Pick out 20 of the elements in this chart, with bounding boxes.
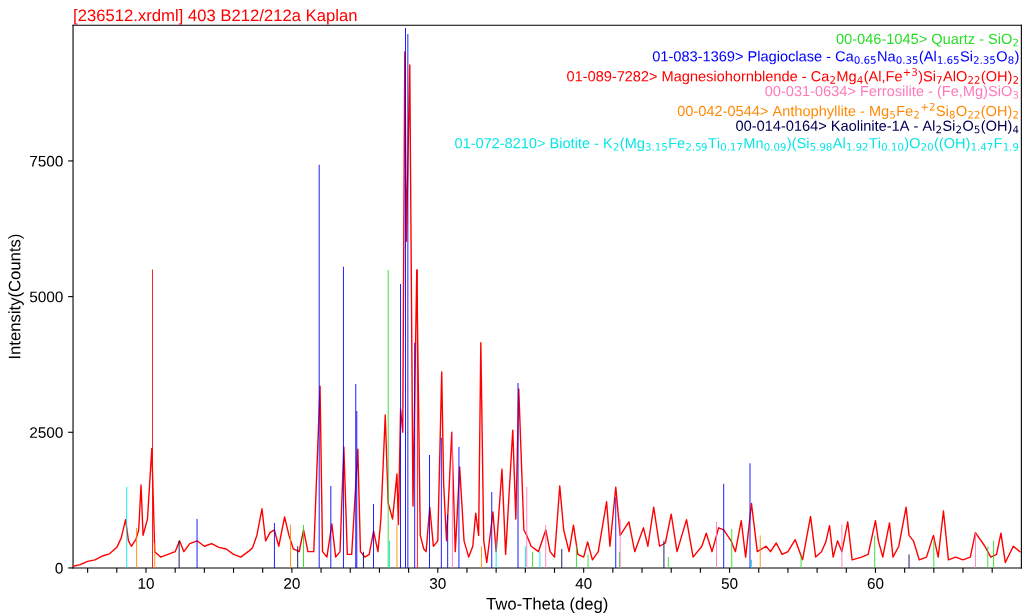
- text: 00-042-0544> Anthophyllite - Mg$_{5}$Fe$_{2}$$^{+2}$Si$_{8}$O$_{22}$(OH)$_{2}$: [677, 102, 1018, 120]
- x-tick-label: 30: [429, 578, 446, 589]
- text: 00-031-0634> Ferrosilite - (Fe,Mg)SiO$_{3}$: [765, 85, 1019, 100]
- x-tick-label: 20: [284, 578, 300, 589]
- text: 01-089-7282> Magnesiohornblende - Ca$_{2}$Mg$_{4}$(Al,Fe$^{+3}$)Si$_{7}$AlO$_{22}$(OH)$_{2}$: [567, 68, 1019, 85]
- text: 00-014-0164> Kaolinite-1A - Al$_{2}$Si$_{2}$O$_{5}$(OH)$_{4}$: [736, 120, 1019, 134]
- text: 00-046-1045> Quartz - SiO$_{2}$: [836, 33, 1018, 47]
- y-axis-title: Intensity(Counts): [8, 234, 24, 359]
- x-tick-label: 10: [138, 578, 154, 589]
- x-tick-label: 40: [575, 578, 592, 589]
- y-tick-label: 0: [55, 562, 63, 574]
- y-tick-label: 7500: [30, 155, 63, 167]
- y-tick-label: 2500: [30, 427, 63, 438]
- chart-title: [236512.xrdml] 403 B212/212a Kaplan: [74, 9, 357, 25]
- x-tick-label: 60: [867, 578, 884, 589]
- x-tick-label: 50: [721, 578, 738, 589]
- y-tick-label: 5000: [29, 291, 63, 303]
- text: 01-083-1369> Plagioclase - Ca$_{0.65}$Na$_{0.35}$(Al$_{1.65}$Si$_{2.35}$O$_{8}$): [652, 50, 1019, 65]
- x-axis-title: Two-Theta (deg): [486, 597, 608, 614]
- text: 01-072-8210> Biotite - K$_{2}$(Mg$_{3.15}$Fe$_{2.59}$Ti$_{0.17}$Mn$_{0.09}$)(Si$_{5.98}$Al$_{1.92}$Ti$_{0.10}$)O$_{20}$((OH)$_{1.47}$F$_{1.9}$: [455, 137, 1019, 152]
